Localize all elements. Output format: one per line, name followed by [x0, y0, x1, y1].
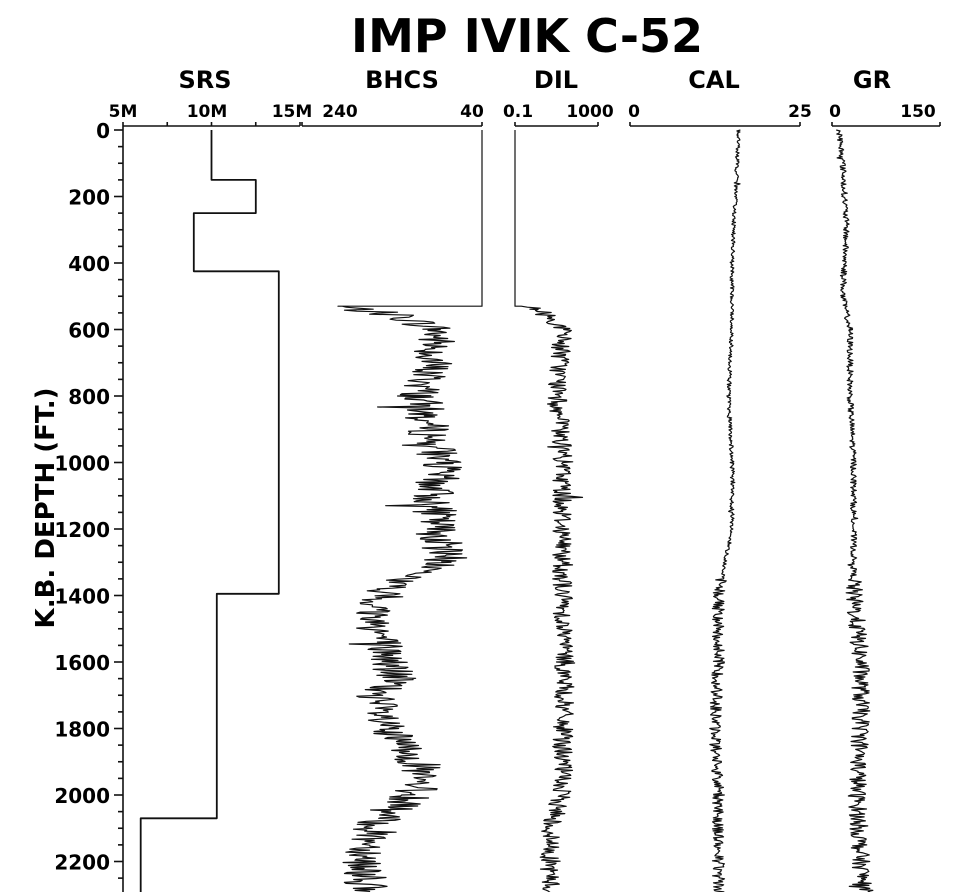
track-cal: CAL 0 25	[628, 66, 812, 892]
trace-gr	[836, 129, 874, 892]
track-srs: SRS 5M 10M 15M	[109, 66, 313, 892]
depth-tick-label: 2200	[54, 851, 110, 875]
track-name-srs: SRS	[178, 66, 231, 94]
depth-tick-label: 1600	[54, 651, 110, 675]
scale-label: 0	[829, 102, 841, 122]
scale-label: 40	[460, 102, 484, 122]
track-name-cal: CAL	[688, 66, 739, 94]
scale-label: 0	[628, 102, 640, 122]
depth-tick-label: 1400	[54, 585, 110, 609]
depth-ticks: 0 200 400 600 800 1000 1200 1400 1600 1800 2000 220…	[54, 119, 123, 879]
depth-tick-label: 1200	[54, 518, 110, 542]
scale-label: 240	[322, 102, 358, 122]
scale-label: 1000	[566, 102, 613, 122]
scale-label: 25	[788, 102, 812, 122]
trace-dil	[514, 130, 584, 892]
scale-label: 5M	[109, 102, 138, 122]
track-name-dil: DIL	[534, 66, 578, 94]
track-gr: GR 0 150	[829, 66, 941, 892]
depth-tick-label: 1000	[54, 452, 110, 476]
depth-tick-label: 200	[68, 186, 110, 210]
trace-srs	[139, 130, 280, 892]
depth-tick-label: 1800	[54, 718, 110, 742]
y-axis-label: K.B. DEPTH (FT.)	[31, 388, 61, 629]
track-name-bhcs: BHCS	[365, 66, 439, 94]
scale-label: 0.1	[503, 102, 533, 122]
chart-title: IMP IVIK C-52	[351, 9, 703, 63]
scale-label: 15M	[272, 102, 313, 122]
trace-cal	[709, 129, 741, 892]
depth-tick-label: 0	[96, 119, 110, 143]
trace-bhcs	[337, 130, 483, 892]
scale-label: 10M	[187, 102, 228, 122]
depth-tick-label: 800	[68, 385, 110, 409]
track-bhcs: BHCS 240 40	[301, 66, 484, 892]
track-name-gr: GR	[853, 66, 891, 94]
depth-tick-label: 600	[68, 319, 110, 343]
scale-label: 150	[900, 102, 936, 122]
depth-tick-label: 400	[68, 252, 110, 276]
depth-tick-label: 2000	[54, 784, 110, 808]
